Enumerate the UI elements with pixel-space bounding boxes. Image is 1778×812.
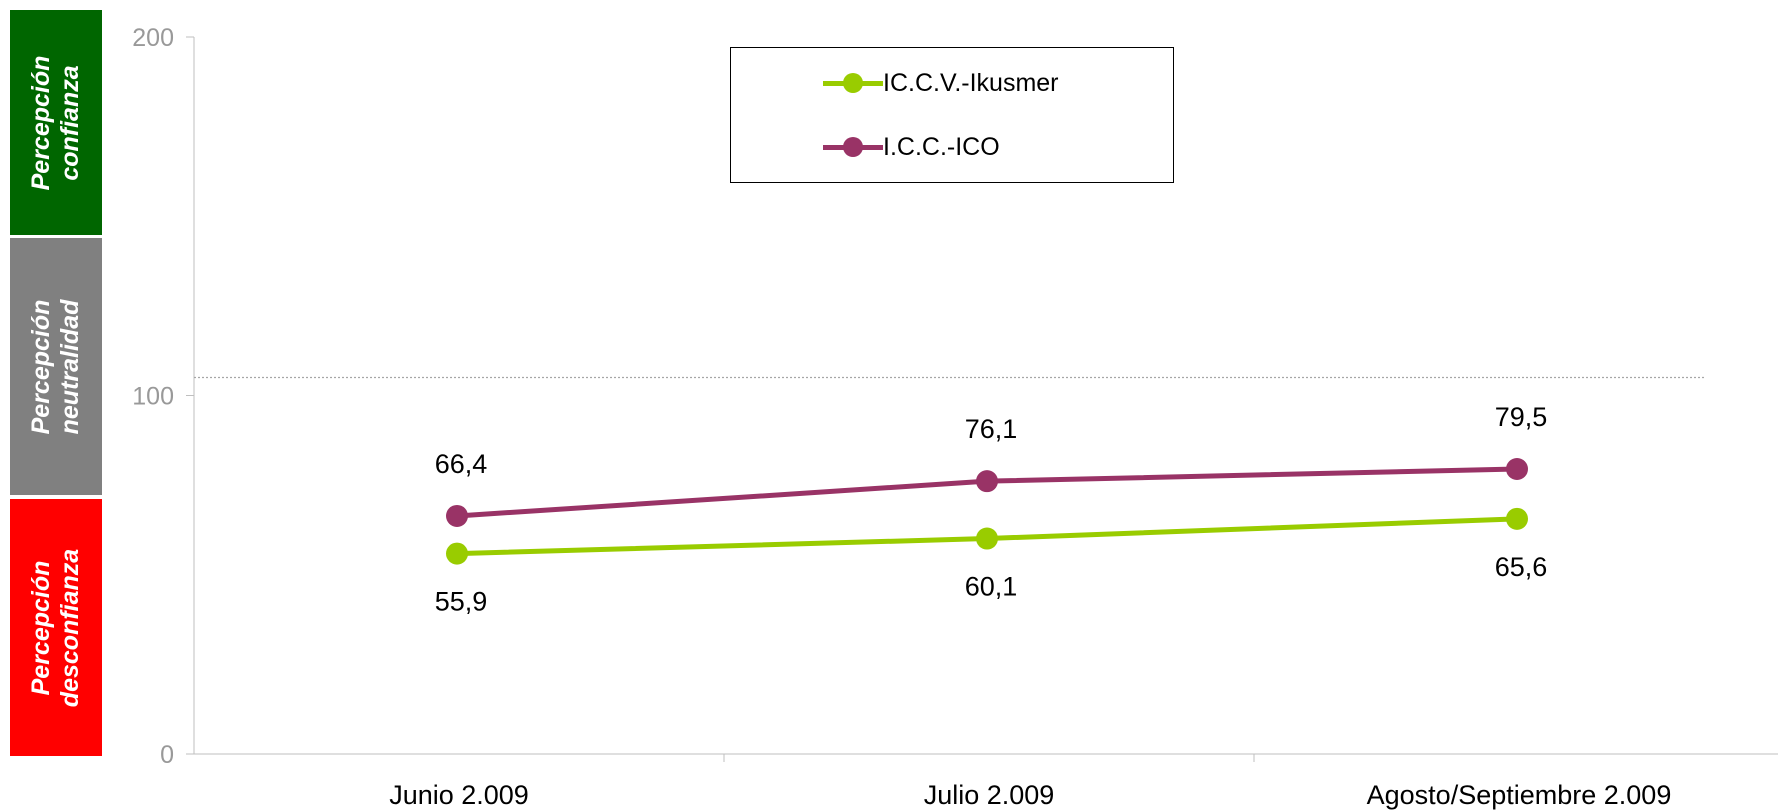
band-neutralidad: Percepción neutralidad bbox=[10, 238, 102, 495]
y-tick-label: 200 bbox=[132, 24, 174, 52]
y-tick-label: 100 bbox=[132, 383, 174, 411]
data-label: 65,6 bbox=[1495, 552, 1548, 582]
legend-swatch-marker bbox=[843, 73, 863, 93]
data-label: 55,9 bbox=[435, 587, 488, 617]
legend: IC.C.V.-Ikusmer I.C.C.-ICO bbox=[730, 47, 1174, 183]
legend-item-ikusmer: IC.C.V.-Ikusmer bbox=[823, 68, 1059, 98]
data-point bbox=[1506, 457, 1528, 480]
legend-swatch-ikusmer bbox=[823, 68, 883, 98]
data-point bbox=[976, 527, 998, 550]
data-point bbox=[976, 470, 998, 493]
data-point bbox=[446, 542, 468, 565]
x-tick-label: Agosto/Septiembre 2.009 bbox=[1367, 780, 1672, 810]
legend-swatch-marker bbox=[843, 137, 863, 157]
data-label: 79,5 bbox=[1495, 402, 1548, 432]
data-point bbox=[446, 504, 468, 527]
legend-item-ico: I.C.C.-ICO bbox=[823, 132, 1000, 162]
data-label: 76,1 bbox=[965, 414, 1018, 444]
legend-label-ico: I.C.C.-ICO bbox=[883, 132, 1000, 161]
legend-swatch-ico bbox=[823, 132, 883, 162]
data-point bbox=[1506, 507, 1528, 530]
data-label: 60,1 bbox=[965, 572, 1018, 602]
y-tick-label: 0 bbox=[160, 741, 174, 769]
band-desconfianza: Percepción desconfianza bbox=[10, 499, 102, 756]
x-tick-label: Julio 2.009 bbox=[924, 780, 1055, 810]
x-tick-label: Junio 2.009 bbox=[389, 780, 529, 810]
band-confianza: Percepción confianza bbox=[10, 10, 102, 235]
data-label: 66,4 bbox=[435, 449, 488, 479]
legend-label-ikusmer: IC.C.V.-Ikusmer bbox=[883, 68, 1059, 97]
